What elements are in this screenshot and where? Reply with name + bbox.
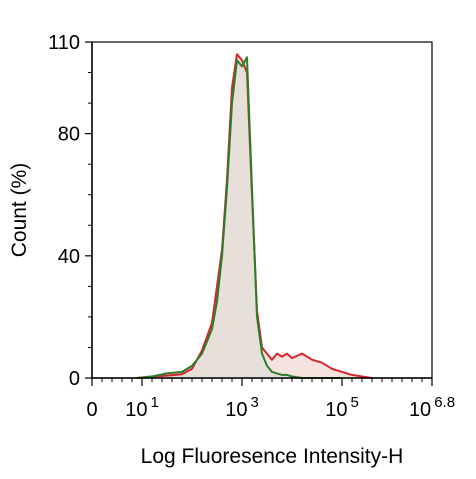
- y-tick-label: 0: [69, 368, 80, 390]
- x-tick-label: 0: [86, 399, 97, 421]
- x-tick-label: 10 1: [125, 394, 159, 421]
- x-tick-label: 10 5: [325, 394, 359, 421]
- y-tick-label: 40: [58, 246, 80, 268]
- y-tick-label: 110: [48, 32, 80, 54]
- x-tick-label: 10 3: [225, 394, 259, 421]
- y-tick-label: 80: [58, 124, 80, 146]
- plot-frame: [91, 41, 433, 379]
- series-2-fill: [137, 57, 342, 379]
- x-axis-title: Log Fluoresence Intensity-H: [141, 445, 404, 468]
- y-axis-title: Count (%): [8, 163, 31, 258]
- x-tick-label: 10 6.8: [409, 394, 455, 421]
